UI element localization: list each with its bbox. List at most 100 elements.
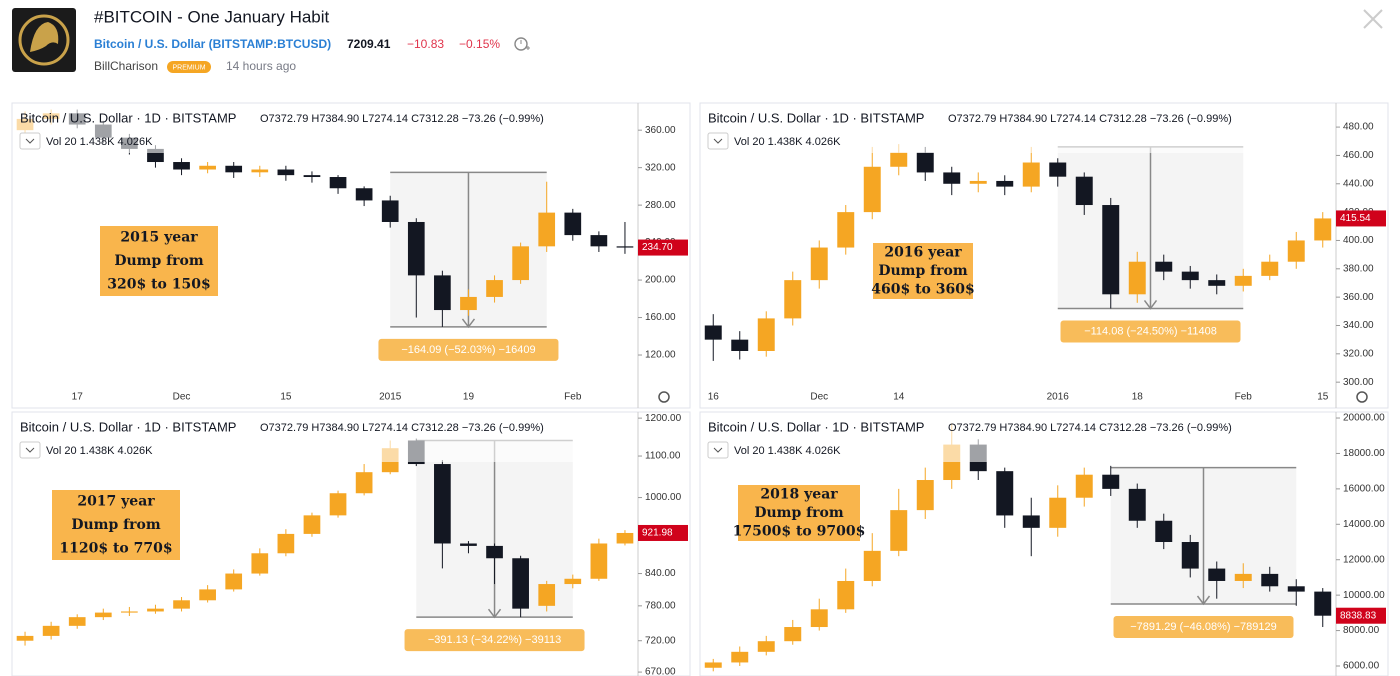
post-time: 14 hours ago bbox=[226, 59, 296, 73]
candle-body bbox=[1261, 261, 1279, 276]
volume-values: Vol 20 1.438K 4.026K bbox=[46, 445, 153, 457]
alert-icon[interactable] bbox=[514, 37, 530, 51]
x-tick-label: 2016 bbox=[1047, 392, 1070, 403]
y-tick-label: 18000.00 bbox=[1343, 448, 1385, 459]
y-tick-label: 460.00 bbox=[1343, 150, 1374, 161]
premium-badge bbox=[167, 61, 211, 73]
candle-body bbox=[68, 617, 86, 626]
collapse-button[interactable] bbox=[19, 441, 41, 459]
symbol-link[interactable]: Bitcoin / U.S. Dollar (BITSTAMP:BTCUSD) bbox=[94, 37, 331, 51]
chart-panel: 120.00160.00200.00240.00280.00320.00360.… bbox=[11, 102, 691, 409]
annotation-box bbox=[738, 485, 860, 541]
candle-body bbox=[704, 662, 722, 668]
candle-body bbox=[303, 175, 321, 178]
measure-label: −164.09 (−52.03%) −16409 bbox=[401, 344, 535, 356]
annotation-text: 460$ to 360$ bbox=[871, 282, 974, 298]
volume-values: Vol 20 1.438K 4.026K bbox=[734, 136, 841, 148]
collapse-button[interactable] bbox=[19, 132, 41, 150]
ohlc-values: O7372.79 H7384.90 L7274.14 C7312.28 −73.… bbox=[948, 113, 1232, 125]
candle-body bbox=[1287, 240, 1305, 262]
annotation-text: Dump from bbox=[114, 253, 204, 269]
annotation-box bbox=[873, 243, 973, 299]
collapse-chevron bbox=[25, 447, 35, 453]
candle-body bbox=[512, 558, 529, 609]
candle-body bbox=[434, 275, 451, 311]
annotation-text: 2017 year bbox=[77, 494, 155, 510]
candle-body bbox=[173, 600, 190, 609]
settings-icon[interactable] bbox=[658, 391, 670, 403]
candle-body bbox=[1181, 271, 1199, 281]
y-tick-label: 320.00 bbox=[1343, 348, 1374, 359]
measure-label: −114.08 (−24.50%) −11408 bbox=[1084, 325, 1217, 337]
candle-body bbox=[1075, 474, 1093, 498]
candle-body bbox=[757, 641, 775, 652]
avatar-emblem bbox=[18, 14, 70, 66]
idea-title: #BITCOIN - One January Habit bbox=[94, 7, 330, 26]
candle-body bbox=[810, 609, 828, 628]
price: 7209.41 bbox=[347, 37, 391, 51]
last-price-label: 8838.83 bbox=[1340, 610, 1377, 621]
candle-body bbox=[486, 280, 503, 297]
annotation-text: 17500$ to 9700$ bbox=[733, 524, 866, 540]
y-tick-label: 6000.00 bbox=[1343, 661, 1380, 672]
chart-panel: 300.00320.00340.00360.00380.00400.00420.… bbox=[699, 102, 1389, 409]
close-button[interactable] bbox=[1363, 9, 1383, 29]
symbol-title: Bitcoin / U.S. Dollar · 1D · BITSTAMP bbox=[708, 419, 924, 434]
candle-body bbox=[199, 589, 216, 601]
y-tick-label: 280.00 bbox=[645, 200, 676, 211]
volume-values: Vol 20 1.438K 4.026K bbox=[46, 136, 153, 148]
y-tick-label: 320.00 bbox=[645, 162, 676, 173]
candle-body bbox=[1155, 520, 1173, 543]
candle-body bbox=[329, 493, 347, 516]
collapse-chevron bbox=[25, 138, 35, 144]
candle-body bbox=[355, 188, 373, 201]
collapse-button[interactable] bbox=[707, 441, 729, 459]
annotation-box bbox=[100, 226, 218, 296]
y-tick-label: 200.00 bbox=[645, 275, 676, 286]
candle-body bbox=[1049, 162, 1067, 177]
y-tick-label: 380.00 bbox=[1343, 263, 1374, 274]
candle-body bbox=[616, 246, 634, 248]
candle-body bbox=[784, 280, 802, 319]
collapse-button[interactable] bbox=[707, 132, 729, 150]
x-tick-label: 19 bbox=[463, 392, 475, 403]
candle-body bbox=[1261, 573, 1279, 587]
ohlc-values: O7372.79 H7384.90 L7274.14 C7312.28 −73.… bbox=[260, 113, 544, 125]
last-price-box bbox=[1336, 210, 1386, 227]
legend-bg bbox=[14, 109, 574, 153]
y-tick-label: 480.00 bbox=[1343, 122, 1374, 133]
candle-body bbox=[460, 296, 477, 311]
candle-body bbox=[590, 235, 608, 247]
measure-label-box bbox=[1060, 320, 1241, 343]
author-name[interactable]: BillCharison bbox=[94, 59, 158, 73]
candle-body bbox=[757, 318, 775, 351]
x-tick-label: 17 bbox=[72, 392, 84, 403]
candle-body bbox=[1075, 176, 1093, 206]
candle-body bbox=[512, 246, 529, 281]
y-tick-label: 780.00 bbox=[645, 600, 676, 611]
symbol-title: Bitcoin / U.S. Dollar · 1D · BITSTAMP bbox=[20, 419, 236, 434]
candle-body bbox=[890, 510, 908, 551]
last-price-box bbox=[638, 524, 688, 541]
candle-body bbox=[810, 247, 828, 281]
x-tick-label: 15 bbox=[280, 392, 292, 403]
candle-body bbox=[1234, 573, 1252, 581]
candle-body bbox=[1314, 591, 1332, 616]
x-tick-label: 2015 bbox=[379, 392, 402, 403]
candle-body bbox=[1022, 515, 1040, 528]
y-tick-label: 840.00 bbox=[645, 568, 676, 579]
x-tick-label: Dec bbox=[810, 392, 828, 403]
collapse-chevron bbox=[713, 138, 723, 144]
candle-body bbox=[1102, 474, 1120, 489]
candle-body bbox=[199, 165, 216, 170]
volume-values: Vol 20 1.438K 4.026K bbox=[734, 445, 841, 457]
candle-body bbox=[1022, 162, 1040, 187]
annotation-text: 2018 year bbox=[760, 486, 838, 502]
y-tick-label: 12000.00 bbox=[1343, 554, 1385, 565]
settings-icon[interactable] bbox=[1356, 391, 1368, 403]
y-tick-label: 20000.00 bbox=[1343, 413, 1385, 424]
y-tick-label: 720.00 bbox=[645, 635, 676, 646]
chart-panel: 670.00 720.00 780.00 840.00 1000.00 1100.00 12… bbox=[11, 411, 691, 676]
annotation-box bbox=[52, 490, 180, 560]
candle-body bbox=[1128, 488, 1146, 521]
